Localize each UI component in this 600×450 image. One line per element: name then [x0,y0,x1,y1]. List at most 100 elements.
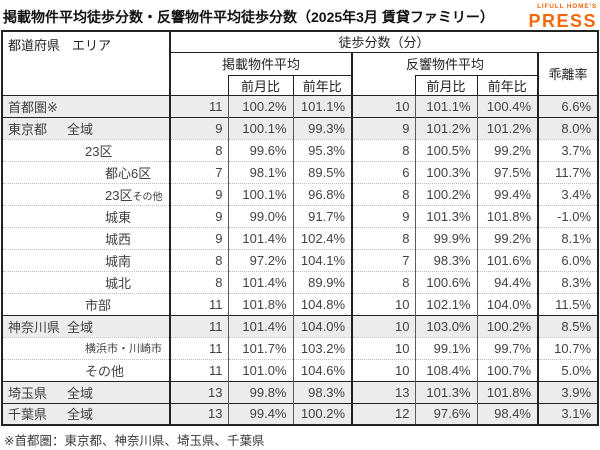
header-listed-value-spacer [169,75,229,96]
area-label: 全域 [67,121,94,137]
cell-response-yoy: 101.6% [476,248,538,271]
cell-response-yoy: 99.2% [476,226,538,249]
title-bar: 掲載物件平均徒歩分数・反響物件平均徒歩分数（2025年3月 賃貸ファミリー） L… [0,0,600,29]
header-prefecture-label: 都道府県 [8,38,61,53]
table-row: 千葉県 全域 13 99.4% 100.2% 12 97.6% 98.4% 3.1% [2,402,599,425]
cell-listed-avg: 13 [169,402,228,425]
cell-listed-avg: 13 [169,380,228,403]
cell-listed-avg: 11 [169,292,228,315]
cell-response-yoy: 99.7% [476,336,538,359]
table-row: 23区その他 9 100.1% 96.8% 8 100.2% 99.4% 3.4% [2,182,599,205]
cell-listed-yoy: 104.1% [292,248,352,271]
cell-listed-avg: 11 [169,336,228,359]
cell-listed-avg: 9 [169,204,228,227]
header-listed-average: 掲載物件平均 [169,51,353,75]
cell-listed-mom: 98.1% [227,160,293,183]
cell-response-mom: 99.1% [414,336,477,359]
cell-listed-yoy: 89.5% [292,160,352,183]
cell-listed-yoy: 96.8% [292,182,352,205]
area-label-suffix: その他 [132,191,163,203]
area-label: 横浜市・川崎市 [85,343,162,355]
cell-listed-avg: 9 [169,182,228,205]
area-label: 全域 [67,407,94,423]
cell-response-mom: 100.3% [414,160,477,183]
cell-response-yoy: 104.0% [476,292,538,315]
cell-response-mom: 102.1% [414,292,477,315]
cell-divergence-rate: 6.6% [536,95,599,117]
table-row: 神奈川県 全域 11 101.4% 104.0% 10 103.0% 100.2% 8.5% [2,314,599,337]
header-walk-minutes: 徒歩分数（分） [169,30,599,53]
cell-response-yoy: 98.4% [476,402,538,425]
cell-listed-yoy: 102.4% [292,226,352,249]
prefecture-label: 千葉県 [8,407,48,423]
cell-response-avg: 12 [351,402,415,425]
header-response-average: 反響物件平均 [351,51,539,75]
cell-divergence-rate: 11.5% [536,292,599,315]
cell-listed-mom: 100.1% [227,182,293,205]
cell-listed-avg: 7 [169,160,228,183]
area-label: 23区 [105,187,133,203]
cell-listed-avg: 9 [169,226,228,249]
area-label: 全域 [67,319,94,335]
brand-logo: LIFULL HOME'S PRESS [528,3,598,31]
cell-listed-yoy: 98.3% [292,380,352,403]
cell-region: 市部 [2,292,170,315]
header-area-label: エリア [72,38,112,53]
cell-response-avg: 9 [351,204,415,227]
cell-listed-avg: 8 [169,248,228,271]
logo-text-press: PRESS [528,10,597,31]
cell-listed-yoy: 99.3% [292,116,352,139]
cell-listed-avg: 11 [169,95,228,117]
table-row: 東京都 全域 9 100.1% 99.3% 9 101.2% 101.2% 8.0% [2,116,599,139]
cell-listed-avg: 8 [169,138,228,161]
cell-response-mom: 100.6% [414,270,477,293]
cell-divergence-rate: 3.1% [536,402,599,425]
cell-listed-yoy: 89.9% [292,270,352,293]
cell-listed-mom: 99.4% [227,402,293,425]
cell-region: 城西 [2,226,170,249]
cell-listed-avg: 8 [169,270,228,293]
cell-response-yoy: 101.2% [476,116,538,139]
cell-divergence-rate: 3.7% [536,138,599,161]
cell-divergence-rate: 8.5% [536,314,599,337]
walk-minutes-table: 都道府県 エリア 徒歩分数（分） 掲載物件平均 反響物件平均 乖離率 前月比 前年… [1,30,600,426]
cell-response-avg: 8 [351,226,415,249]
cell-region: 23区その他 [2,182,170,205]
cell-region: 城東 [2,204,170,227]
cell-region: 千葉県 全域 [2,402,170,425]
logo-text-lifull-homes: LIFULL HOME'S [537,3,597,10]
cell-response-yoy: 99.4% [476,182,538,205]
cell-response-yoy: 97.5% [476,160,538,183]
cell-region: 23区 [2,138,170,161]
cell-listed-mom: 101.8% [227,292,293,315]
area-label: 城北 [105,275,132,291]
cell-response-yoy: 100.4% [476,95,538,117]
table-row: 23区 8 99.6% 95.3% 8 100.5% 99.2% 3.7% [2,138,599,161]
cell-response-mom: 108.4% [414,358,477,381]
cell-response-yoy: 94.4% [476,270,538,293]
area-label: 城南 [105,253,132,269]
cell-listed-mom: 101.7% [227,336,293,359]
area-label: その他 [85,363,125,379]
cell-response-avg: 8 [351,270,415,293]
cell-response-yoy: 99.2% [476,138,538,161]
cell-response-avg: 8 [351,182,415,205]
cell-region: 神奈川県 全域 [2,314,170,337]
cell-divergence-rate: 8.1% [536,226,599,249]
cell-response-avg: 8 [351,138,415,161]
cell-response-avg: 13 [351,380,415,403]
cell-divergence-rate: 5.0% [536,358,599,381]
cell-response-yoy: 101.8% [476,380,538,403]
cell-response-mom: 97.6% [414,402,477,425]
area-label: 全域 [67,385,94,401]
cell-response-yoy: 101.8% [476,204,538,227]
cell-response-mom: 101.3% [414,204,477,227]
cell-divergence-rate: 8.0% [536,116,599,139]
cell-listed-mom: 99.0% [227,204,293,227]
table-row: 横浜市・川崎市 11 101.7% 103.2% 10 99.1% 99.7% 10.7% [2,336,599,359]
cell-listed-mom: 99.6% [227,138,293,161]
cell-listed-mom: 100.1% [227,116,293,139]
header-prefecture-area: 都道府県 エリア [1,30,171,96]
cell-response-avg: 7 [351,248,415,271]
